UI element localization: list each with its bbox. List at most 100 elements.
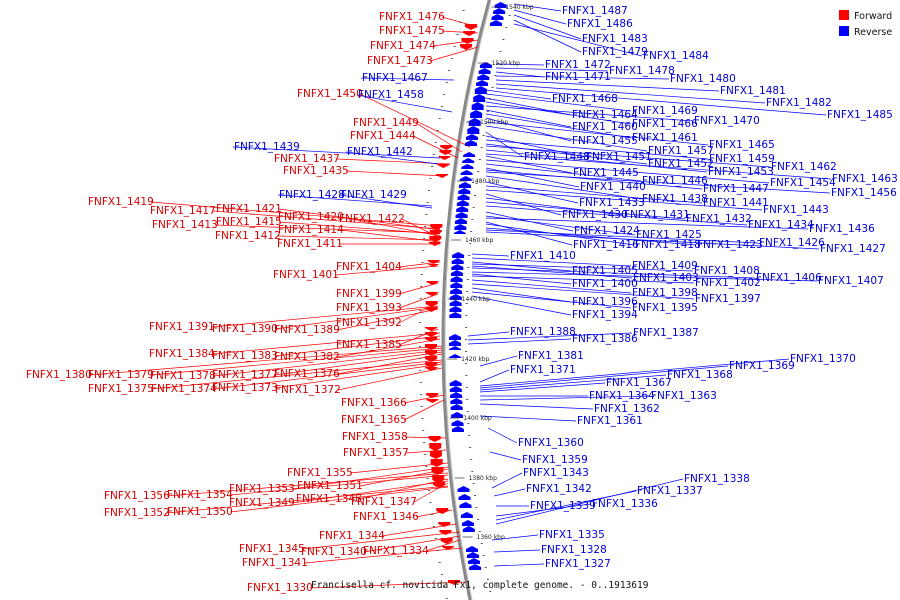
reverse-gene-feature xyxy=(477,74,490,80)
genome-caption: Francisella cf. novicida Fx1, complete g… xyxy=(311,580,649,591)
forward-gene-label: FNFX1_1392 xyxy=(336,317,402,329)
reverse-leader-line xyxy=(471,263,694,272)
reverse-leader-line xyxy=(495,83,766,104)
forward-gene-label: FNFX1_1355 xyxy=(287,467,353,479)
tick-label: 1520 kbp xyxy=(492,60,520,67)
forward-gene-label: FNFX1_1421 xyxy=(216,203,282,215)
forward-gene-label: FNFX1_1330 xyxy=(247,582,313,594)
track-dot xyxy=(432,154,435,155)
reverse-leader-line xyxy=(485,105,694,122)
track-dot xyxy=(477,519,480,520)
track-dot xyxy=(436,550,439,551)
reverse-gene-feature xyxy=(459,502,472,508)
forward-gene-label: FNFX1_1393 xyxy=(336,302,402,314)
track-dot xyxy=(482,555,485,556)
forward-gene-feature xyxy=(426,399,439,403)
forward-gene-label: FNFX1_1352 xyxy=(104,507,170,519)
track-dot xyxy=(480,147,483,148)
forward-gene-feature xyxy=(440,145,453,150)
forward-gene-label: FNFX1_1475 xyxy=(379,25,445,37)
reverse-gene-label: FNFX1_1458 xyxy=(358,89,424,101)
reverse-gene-label: FNFX1_1426 xyxy=(759,237,825,249)
reverse-gene-label: FNFX1_1431 xyxy=(624,209,690,221)
forward-leader-line xyxy=(213,361,443,390)
track-dot xyxy=(472,207,475,208)
forward-gene-label: FNFX1_1358 xyxy=(342,431,408,443)
forward-gene-feature xyxy=(460,44,473,50)
reverse-gene-label: FNFX1_1427 xyxy=(820,243,886,255)
reverse-leader-line xyxy=(485,223,635,246)
reverse-gene-feature xyxy=(451,420,464,426)
reverse-gene-feature xyxy=(449,294,462,300)
reverse-gene-label: FNFX1_1386 xyxy=(572,333,638,345)
reverse-gene-label: FNFX1_1434 xyxy=(748,219,814,231)
track-dot xyxy=(470,231,473,232)
reverse-gene-label: FNFX1_1338 xyxy=(684,473,750,485)
forward-gene-label: FNFX1_1341 xyxy=(242,557,308,569)
reverse-gene-label: FNFX1_1480 xyxy=(670,73,736,85)
reverse-leader-line xyxy=(471,273,572,285)
reverse-gene-feature xyxy=(468,558,481,564)
reverse-gene-label: FNFX1_1363 xyxy=(651,390,717,402)
forward-leader-line xyxy=(336,353,443,375)
reverse-gene-label: FNFX1_1472 xyxy=(545,59,611,71)
legend: Forward Reverse xyxy=(839,10,892,38)
forward-gene-label: FNFX1_1374 xyxy=(151,383,217,395)
reverse-gene-feature xyxy=(491,14,504,20)
reverse-gene-label: FNFX1_1396 xyxy=(572,296,638,308)
reverse-gene-feature xyxy=(451,258,464,264)
track-dot xyxy=(465,327,468,328)
track-dot xyxy=(434,538,437,539)
reverse-gene-feature xyxy=(460,170,473,175)
forward-gene-label: FNFX1_1384 xyxy=(149,348,215,360)
reverse-leader-line xyxy=(471,279,632,294)
reverse-gene-feature xyxy=(470,110,483,118)
reverse-leader-line xyxy=(479,395,651,401)
forward-gene-feature xyxy=(439,530,452,535)
track-dot xyxy=(443,94,446,95)
forward-leader-line xyxy=(211,332,441,355)
reverse-leader-line xyxy=(485,231,820,250)
reverse-gene-label: FNFX1_1410 xyxy=(510,250,576,262)
forward-leader-line xyxy=(337,367,443,391)
reverse-gene-feature xyxy=(465,140,477,146)
reverse-gene-label: FNFX1_1364 xyxy=(589,390,655,402)
reverse-gene-feature xyxy=(457,194,470,200)
reverse-leader-line xyxy=(485,113,632,139)
forward-gene-feature xyxy=(426,281,439,285)
reverse-gene-label: FNFX1_1339 xyxy=(530,500,596,512)
forward-gene-feature xyxy=(425,356,438,362)
reverse-leader-line xyxy=(471,265,633,279)
reverse-gene-label: FNFX1_1463 xyxy=(832,173,898,185)
forward-gene-label: FNFX1_1350 xyxy=(167,506,233,518)
forward-gene-label: FNFX1_1346 xyxy=(353,511,419,523)
reverse-leader-line xyxy=(471,271,818,282)
reverse-gene-feature xyxy=(450,288,463,294)
reverse-gene-feature xyxy=(479,62,492,68)
track-dot xyxy=(465,375,468,376)
forward-gene-label: FNFX1_1349 xyxy=(229,497,295,509)
scale-ticks: 1540 kbp 1520 kbp 1500 kbp 1480 kbp 1460 kbp… xyxy=(447,4,534,541)
track-dot xyxy=(448,70,451,71)
forward-gene-label: FNFX1_1474 xyxy=(370,40,436,52)
forward-gene-label: FNFX1_1376 xyxy=(274,368,340,380)
reverse-leader-line xyxy=(513,3,562,12)
track-dot xyxy=(466,279,469,280)
gene-labels: FNFX1_1476 FNFX1_1475 FNFX1_1474 FNFX1_1473… xyxy=(26,5,898,594)
reverse-gene-label: FNFX1_1432 xyxy=(686,213,752,225)
forward-gene-label: FNFX1_1347 xyxy=(351,496,417,508)
forward-gene-label: FNFX1_1354 xyxy=(167,489,233,501)
reverse-gene-feature xyxy=(462,158,475,163)
track-dot xyxy=(421,418,424,419)
forward-gene-feature xyxy=(440,538,453,544)
reverse-gene-feature xyxy=(456,206,469,212)
reverse-leader-line xyxy=(479,374,667,391)
reverse-gene-label: FNFX1_1441 xyxy=(703,197,769,209)
reverse-gene-feature xyxy=(460,512,473,518)
reverse-gene-feature xyxy=(450,276,463,282)
reverse-leader-line xyxy=(491,472,523,489)
forward-leader-line xyxy=(403,399,445,421)
tick-label: 1380 kbp xyxy=(469,475,497,482)
forward-gene-label: FNFX1_1412 xyxy=(215,230,281,242)
reverse-leader-line xyxy=(495,79,720,92)
